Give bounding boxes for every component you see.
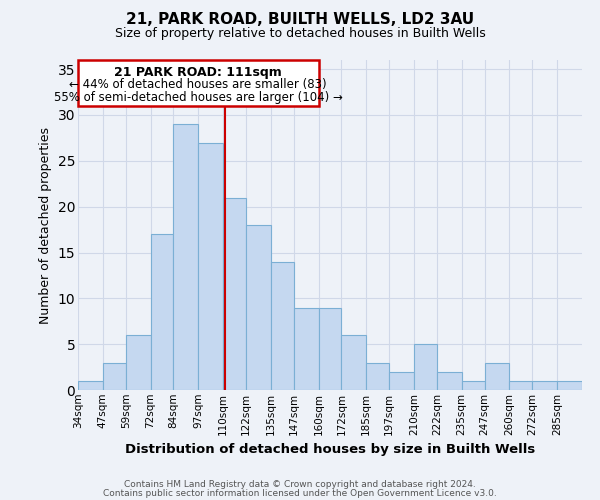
Bar [78, 381, 103, 390]
Text: Contains public sector information licensed under the Open Government Licence v3: Contains public sector information licen… [103, 488, 497, 498]
Text: 55% of semi-detached houses are larger (104) →: 55% of semi-detached houses are larger (… [54, 91, 343, 104]
Bar [485, 362, 509, 390]
Bar [437, 372, 462, 390]
Bar [151, 234, 173, 390]
Text: 21, PARK ROAD, BUILTH WELLS, LD2 3AU: 21, PARK ROAD, BUILTH WELLS, LD2 3AU [126, 12, 474, 28]
Bar [389, 372, 414, 390]
Bar [173, 124, 198, 390]
Bar [509, 381, 532, 390]
Bar [198, 142, 223, 390]
Bar [223, 198, 246, 390]
Bar [126, 335, 151, 390]
Bar [294, 308, 319, 390]
Bar [414, 344, 437, 390]
Text: ← 44% of detached houses are smaller (83): ← 44% of detached houses are smaller (83… [70, 78, 327, 92]
Text: 21 PARK ROAD: 111sqm: 21 PARK ROAD: 111sqm [115, 66, 282, 80]
Bar [103, 362, 126, 390]
Bar [557, 381, 582, 390]
Bar [246, 225, 271, 390]
Bar [366, 362, 389, 390]
FancyBboxPatch shape [78, 60, 319, 106]
Text: Contains HM Land Registry data © Crown copyright and database right 2024.: Contains HM Land Registry data © Crown c… [124, 480, 476, 489]
Bar [532, 381, 557, 390]
Y-axis label: Number of detached properties: Number of detached properties [39, 126, 52, 324]
Bar [271, 262, 294, 390]
Bar [319, 308, 341, 390]
Text: Size of property relative to detached houses in Builth Wells: Size of property relative to detached ho… [115, 28, 485, 40]
X-axis label: Distribution of detached houses by size in Builth Wells: Distribution of detached houses by size … [125, 443, 535, 456]
Bar [341, 335, 366, 390]
Bar [462, 381, 485, 390]
